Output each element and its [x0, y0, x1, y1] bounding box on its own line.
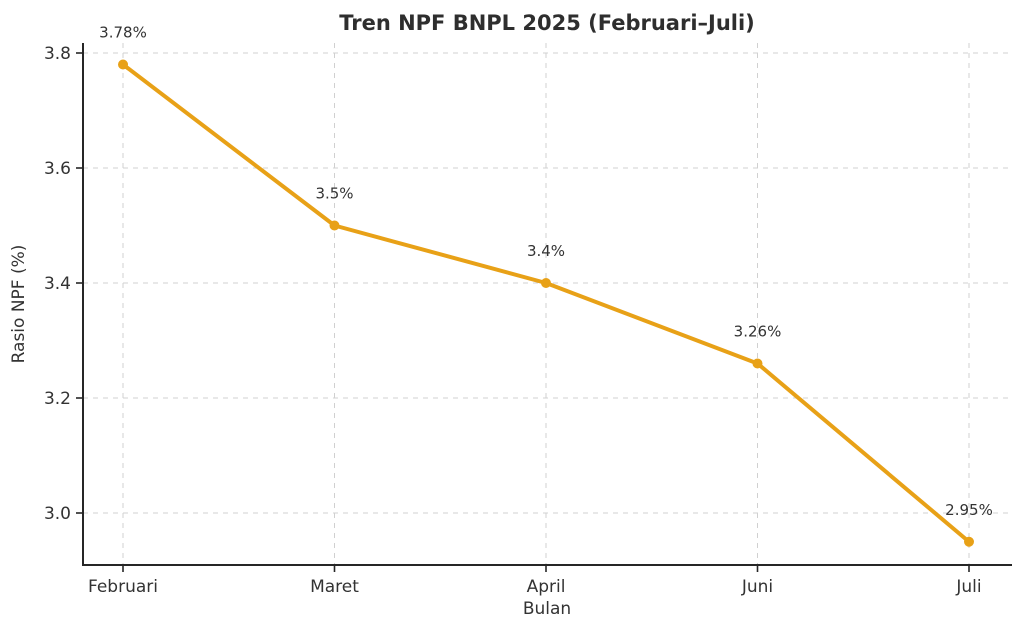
- data-point-label: 3.4%: [527, 242, 565, 260]
- y-axis-title: Rasio NPF (%): [9, 245, 29, 364]
- data-point-label: 3.78%: [99, 24, 147, 42]
- chart-title: Tren NPF BNPL 2025 (Februari–Juli): [339, 11, 755, 35]
- x-tick-label: Februari: [88, 577, 158, 597]
- tick-labels-layer: 3.0 3.2 3.4 3.6 3.8 Februari Maret April Juni Jul…: [44, 44, 982, 597]
- y-tick-label: 3.8: [44, 44, 71, 64]
- gridlines-layer: [83, 43, 1012, 565]
- y-tick-label: 3.4: [44, 274, 71, 294]
- x-tick-label: Maret: [310, 577, 359, 597]
- y-tick-label: 3.6: [44, 159, 71, 179]
- axes-spines-layer: [82, 43, 1012, 566]
- data-point-label: 3.26%: [734, 323, 782, 341]
- x-tick-label: Juni: [741, 577, 773, 597]
- x-axis-title: Bulan: [523, 599, 571, 619]
- data-point-label: 3.5%: [315, 185, 353, 203]
- data-point-marker: [964, 536, 974, 547]
- y-tick-label: 3.0: [44, 504, 71, 524]
- data-point-marker: [541, 278, 551, 288]
- data-point-label: 2.95%: [945, 501, 993, 519]
- x-tick-label: April: [527, 577, 566, 597]
- data-point-marker: [329, 220, 340, 231]
- data-series-layer: [118, 59, 974, 547]
- x-tick-label: Juli: [955, 577, 981, 597]
- axis-ticks-layer: [76, 52, 970, 572]
- y-tick-label: 3.2: [44, 389, 71, 409]
- point-labels-layer: 3.78% 3.5% 3.4% 3.26% 2.95%: [99, 24, 993, 519]
- data-point-marker: [118, 59, 128, 70]
- data-point-marker: [752, 358, 763, 369]
